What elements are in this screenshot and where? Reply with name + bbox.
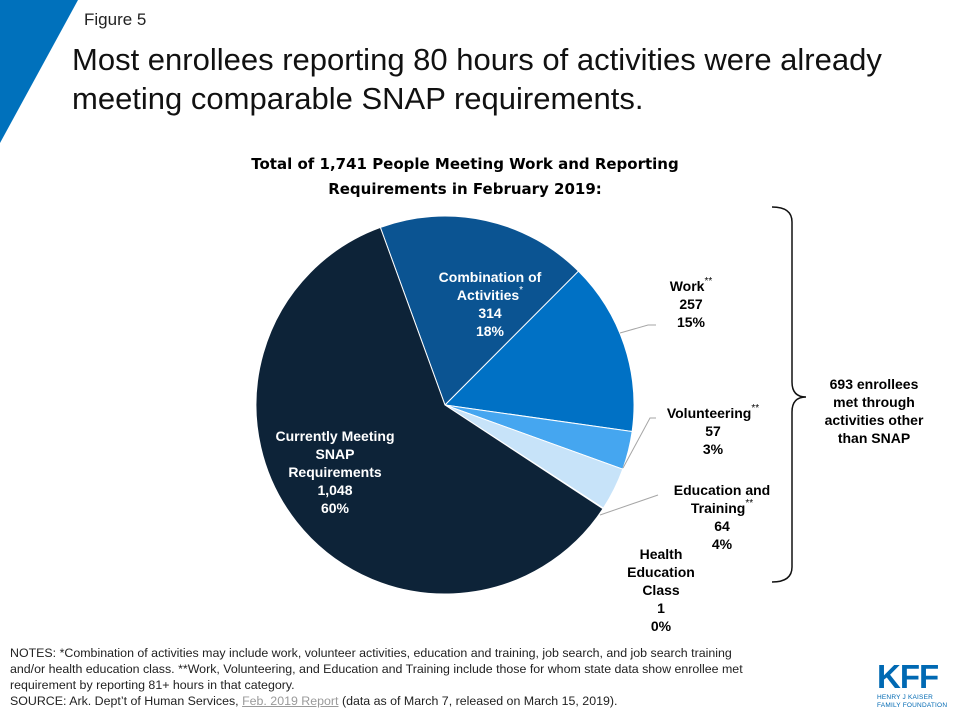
label-volunteering-percent: 3% bbox=[702, 441, 724, 457]
kff-logo: KFF HENRY J KAISER FAMILY FOUNDATION bbox=[877, 658, 948, 710]
notes: NOTES: *Combination of activities may in… bbox=[10, 645, 850, 709]
leader-line-work bbox=[619, 324, 656, 334]
label-education-percent: 4% bbox=[711, 536, 733, 552]
figure-label: Figure 5 bbox=[84, 10, 147, 29]
label-volunteering: Volunteering** 57 3% bbox=[652, 404, 774, 458]
label-snap: Currently Meeting SNAP Requirements 1,04… bbox=[260, 427, 410, 517]
label-snap-count: 1,048 bbox=[317, 482, 353, 498]
leader-line-volunteering bbox=[622, 417, 656, 469]
bracket-annotation: 693 enrollees met through activities oth… bbox=[824, 376, 924, 446]
label-health: Health Education Class 1 0% bbox=[612, 545, 710, 635]
label-combination-percent: 18% bbox=[475, 323, 505, 339]
page-title: Most enrollees reporting 80 hours of act… bbox=[72, 42, 882, 116]
leader-line-education bbox=[599, 494, 659, 516]
label-health-count: 1 bbox=[657, 600, 665, 616]
chart-title: Total of 1,741 People Meeting Work and R… bbox=[251, 155, 679, 198]
corner-decoration bbox=[0, 0, 78, 143]
label-combination-count: 314 bbox=[478, 305, 502, 321]
label-health-percent: 0% bbox=[650, 618, 672, 634]
label-volunteering-count: 57 bbox=[705, 423, 721, 439]
label-combination: Combination of Activities* 314 18% bbox=[428, 268, 552, 340]
label-work-percent: 15% bbox=[676, 314, 706, 330]
label-work-count: 257 bbox=[679, 296, 703, 312]
bracket bbox=[771, 206, 807, 583]
label-education-count: 64 bbox=[714, 518, 730, 534]
source-line: SOURCE: Ark. Dept’t of Human Services, F… bbox=[10, 694, 618, 708]
pie-slice-snap bbox=[255, 226, 604, 595]
label-education: Education and Training** 64 4% bbox=[660, 481, 784, 553]
pie-slice-work bbox=[443, 270, 635, 433]
pie-slice-combination bbox=[379, 215, 580, 406]
label-combination-name: Combination of bbox=[438, 269, 542, 285]
report-link[interactable]: Feb. 2019 Report bbox=[242, 694, 339, 708]
label-work: Work** 257 15% bbox=[646, 277, 736, 331]
label-snap-percent: 60% bbox=[320, 500, 350, 516]
